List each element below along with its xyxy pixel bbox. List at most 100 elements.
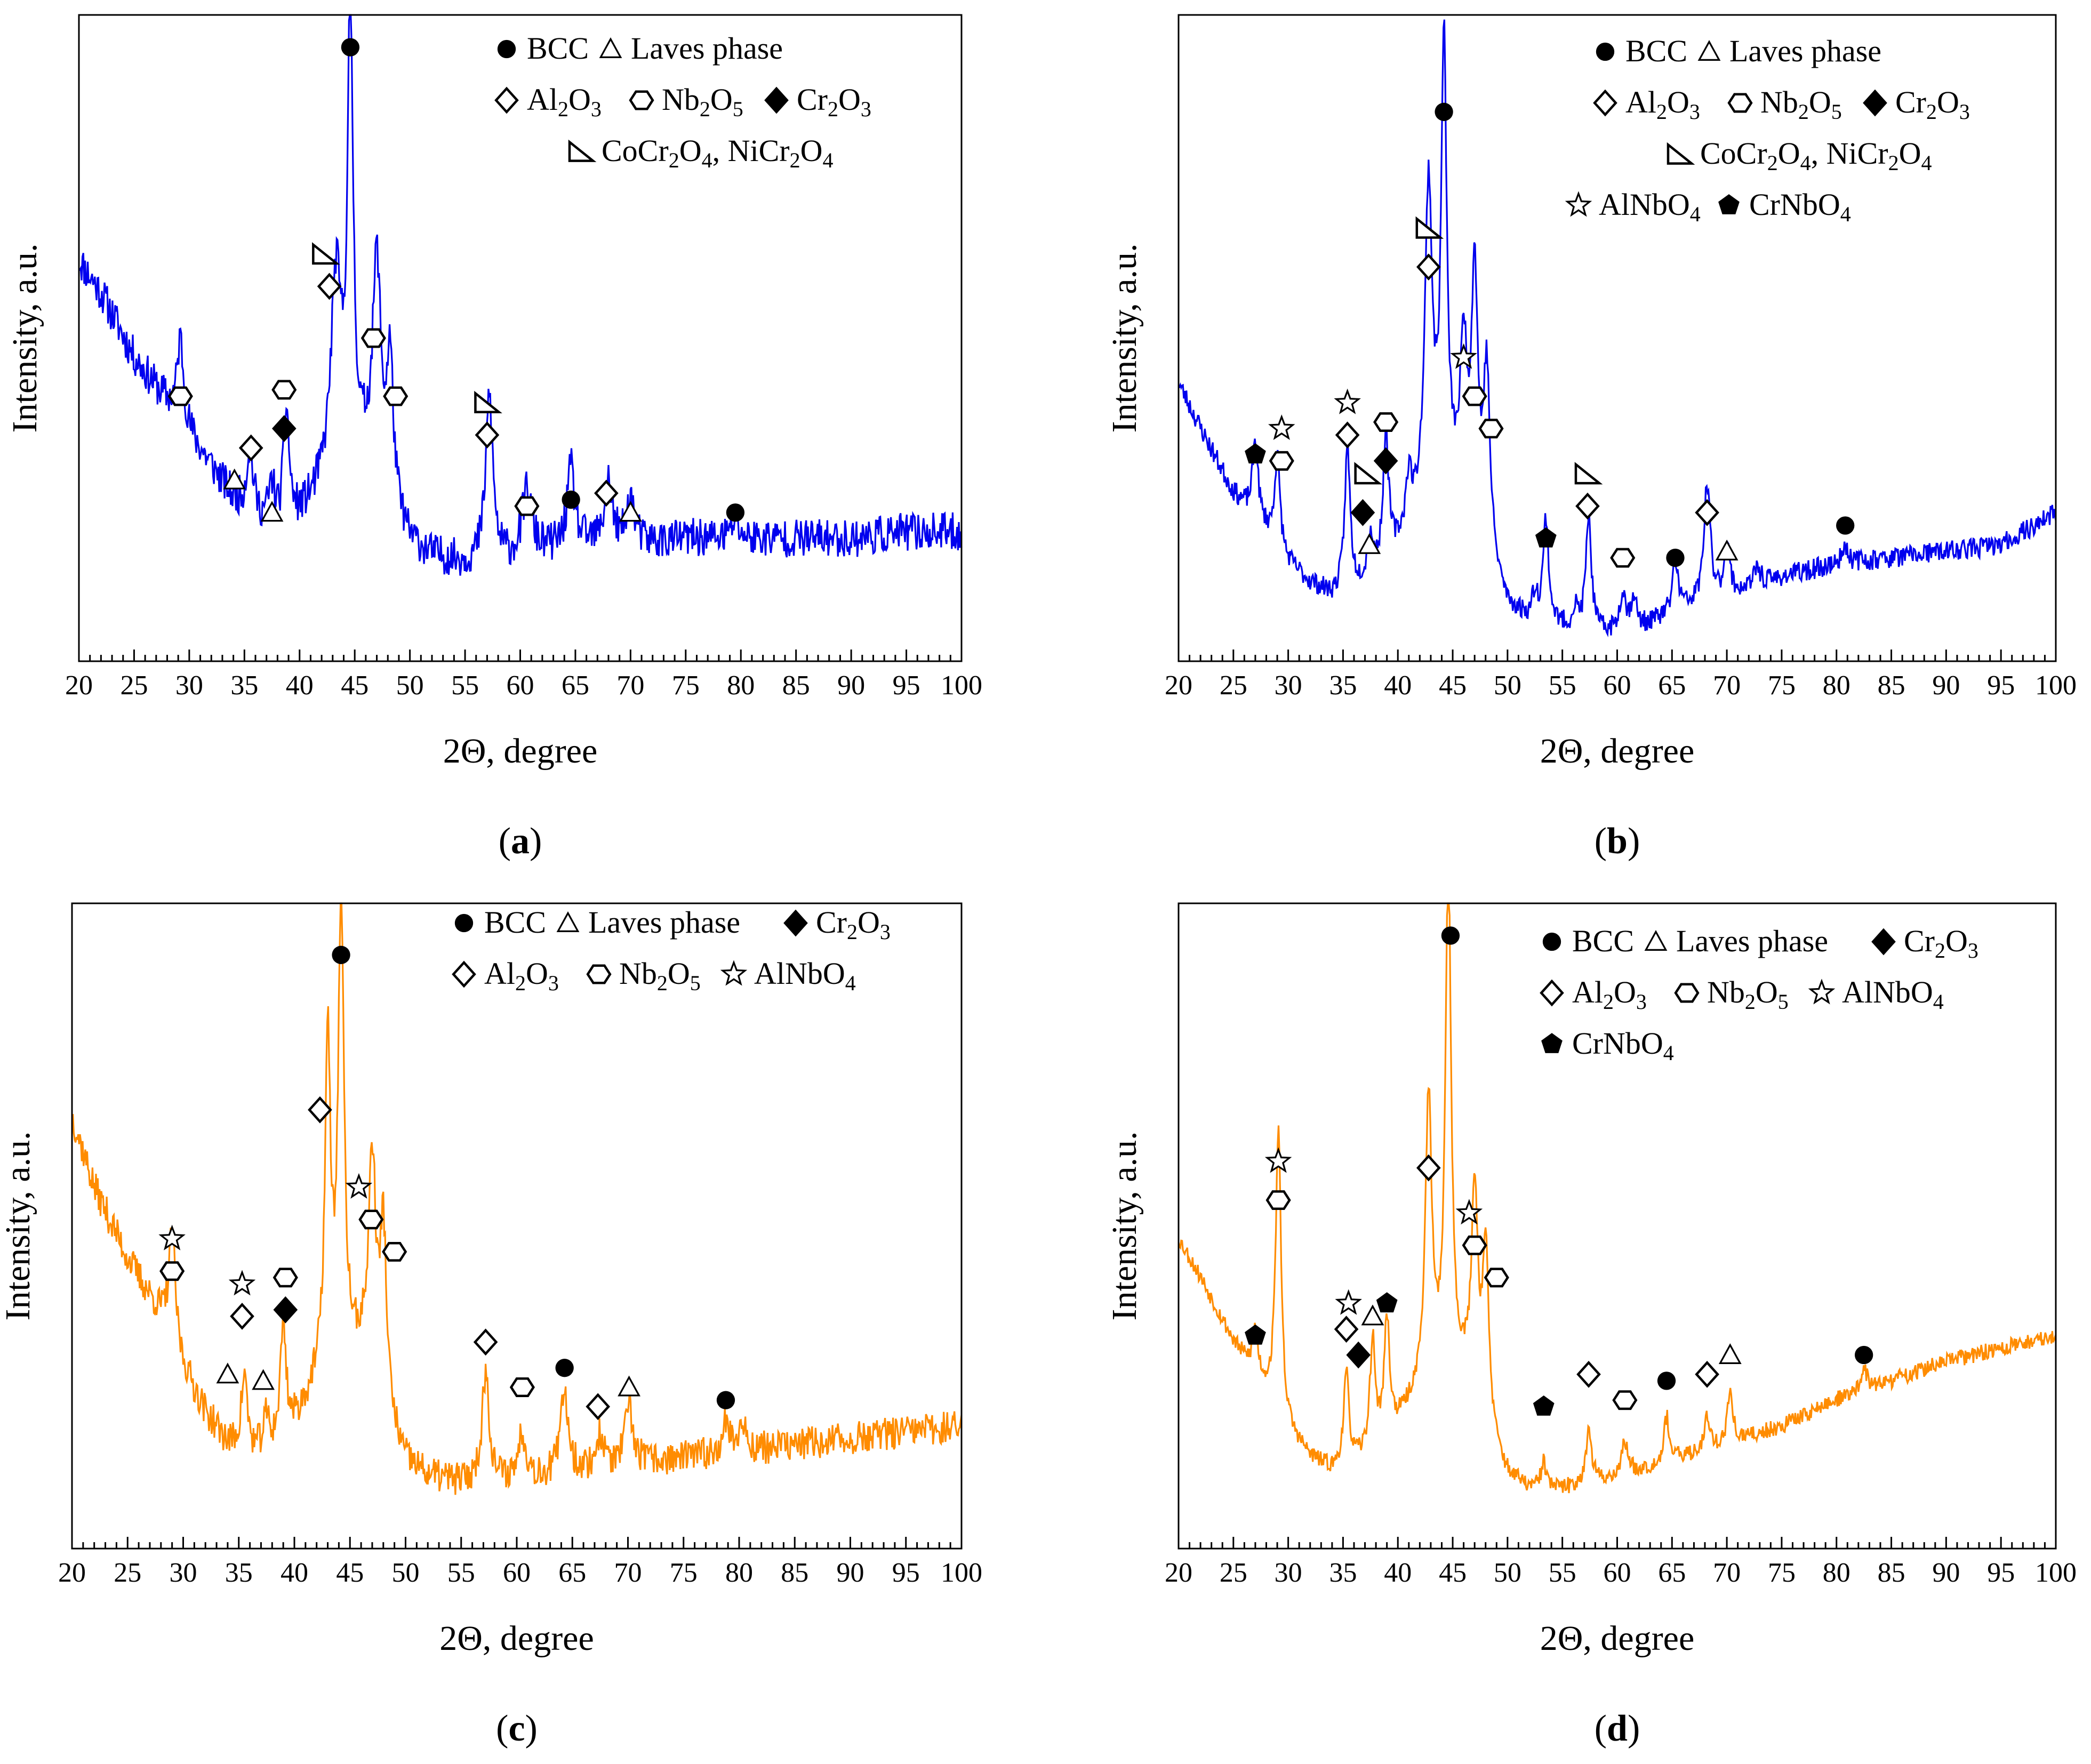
- plot-frame: [1177, 902, 2057, 1550]
- legend-item: Al2​O3​: [452, 956, 559, 995]
- hexagon-open-icon: [1727, 93, 1753, 113]
- triangle-open-marker: [1718, 1343, 1742, 1365]
- diamond-open-marker: [1416, 1154, 1441, 1182]
- star-open-marker: [158, 1224, 186, 1250]
- x-tick-label: 45: [1439, 670, 1467, 701]
- x-tick-label: 60: [1604, 1558, 1631, 1588]
- y-axis-title: Intensity, a.u.: [1105, 244, 1144, 433]
- x-tick-label: 75: [1768, 1558, 1796, 1588]
- legend-item: Al2​O3​: [494, 82, 602, 121]
- x-tick-label: 45: [1439, 1558, 1467, 1588]
- x-tick-label: 30: [170, 1558, 197, 1588]
- legend-label: Nb2​O5​: [662, 82, 743, 121]
- x-tick-label: 20: [1165, 670, 1192, 701]
- legend-label: Al2​O3​: [1572, 975, 1647, 1014]
- xrd-chart-b: 20 25 30 35 40 45 50 55 60 65 70 75 80 85 90 95 100 BCC L…: [1105, 14, 2077, 862]
- diamond-filled-marker: [1350, 499, 1375, 526]
- legend-label: Al2​O3​: [1625, 85, 1700, 124]
- legend-item: Cr2​O3​: [783, 905, 891, 944]
- diamond-open-marker: [1576, 1360, 1601, 1388]
- circle-filled-marker: [1854, 1345, 1873, 1365]
- x-tick-label: 60: [507, 670, 534, 701]
- legend-label: CrNbO4​: [1749, 187, 1851, 226]
- triangle-open-marker: [252, 1369, 275, 1390]
- x-axis-title: 2Θ, degree: [443, 732, 598, 771]
- legend-label: AlNbO4​: [1599, 187, 1701, 226]
- triangle-open-icon: [1697, 39, 1721, 61]
- legend-label: BCC: [527, 31, 589, 66]
- legend-label: Laves phase: [631, 31, 783, 66]
- x-tick-label: 90: [837, 670, 865, 701]
- peak-markers: [1245, 102, 1855, 568]
- legend-label: Nb2​O5​: [1760, 85, 1842, 124]
- legend: BCC Laves phase Cr2​O3​ Al2​O3​ Nb2​O5​ AlNbO…: [452, 905, 891, 995]
- legend-item: Cr2​O3​: [1871, 924, 1978, 963]
- circle-filled-marker: [341, 38, 360, 57]
- x-tick-marks: [1177, 650, 2057, 661]
- triangle-open-icon: [1644, 929, 1668, 951]
- diamond-filled-icon: [764, 86, 789, 114]
- pentagon-filled-marker: [1535, 527, 1557, 548]
- x-tick-label: 90: [1932, 670, 1960, 701]
- legend-item: Laves phase: [556, 905, 740, 940]
- x-tick-label: 80: [727, 670, 755, 701]
- diamond-open-marker: [230, 1303, 254, 1330]
- diamond-open-marker: [1335, 421, 1360, 449]
- diamond-filled-marker: [271, 415, 297, 443]
- triangle-open-icon: [599, 37, 622, 59]
- triangle-open-marker: [223, 468, 246, 490]
- x-tick-label: 90: [837, 1558, 864, 1588]
- legend-label: AlNbO4​: [1842, 975, 1944, 1014]
- x-tick-label: 50: [392, 1558, 420, 1588]
- x-tick-label: 70: [1713, 670, 1741, 701]
- pentagon-filled-icon: [1718, 194, 1740, 214]
- triangle-open-marker: [1361, 1304, 1384, 1326]
- hexagon-open-icon: [629, 90, 654, 110]
- star-open-icon: [1808, 979, 1836, 1005]
- star-open-marker: [345, 1173, 373, 1199]
- x-tick-marks: [71, 1537, 963, 1549]
- legend-label: Cr2​O3​: [1904, 924, 1978, 963]
- pentagon-filled-icon: [1541, 1033, 1563, 1053]
- x-tick-marks: [78, 650, 963, 661]
- hexagon-open-marker: [1373, 412, 1399, 432]
- x-tick-label: 30: [1275, 1558, 1302, 1588]
- diamond-open-marker: [586, 1393, 611, 1421]
- panel-d: 20 25 30 35 40 45 50 55 60 65 70 75 80 85 90 95 100 BCC L…: [1045, 882, 2090, 1764]
- pentagon-filled-marker: [1245, 1324, 1266, 1345]
- x-tick-label: 80: [1823, 670, 1850, 701]
- x-tick-label: 35: [1329, 670, 1357, 701]
- legend-item: Laves phase: [1697, 34, 1881, 68]
- diamond-filled-marker: [1373, 447, 1398, 475]
- hexagon-open-marker: [1462, 1235, 1487, 1255]
- diamond-open-marker: [308, 1096, 332, 1124]
- hexagon-open-marker: [1265, 1190, 1291, 1210]
- star-open-marker: [1455, 1199, 1483, 1225]
- x-tick-label: 85: [782, 670, 810, 701]
- diamond-open-icon: [494, 86, 519, 114]
- legend-label: Al2​O3​: [484, 956, 559, 995]
- legend-item: Nb2​O5​: [629, 82, 743, 121]
- circle-filled-marker: [555, 1359, 574, 1377]
- star-open-marker: [1450, 343, 1477, 369]
- legend-item: CoCr2​O4​, NiCr2​O4​: [1667, 136, 1932, 175]
- legend-label: BCC: [1572, 924, 1634, 958]
- legend-item: CrNbO4​: [1541, 1026, 1674, 1065]
- x-tick-label: 40: [286, 670, 314, 701]
- legend-item: AlNbO4​: [1565, 187, 1701, 226]
- y-axis-title: Intensity, a.u.: [0, 1132, 37, 1321]
- x-tick-label: 35: [230, 670, 258, 701]
- legend-label: Cr2​O3​: [797, 82, 871, 121]
- x-tick-label: 55: [451, 670, 479, 701]
- diamond-filled-icon: [1863, 89, 1887, 117]
- legend-item: AlNbO4​: [1808, 975, 1944, 1014]
- legend-label: BCC: [1625, 34, 1687, 68]
- hexagon-open-marker: [383, 386, 408, 406]
- xrd-chart-a: 20 25 30 35 40 45 50 55 60 65 70 75 80 85 90 95 100 BCC L…: [5, 14, 982, 862]
- diamond-open-marker: [1695, 1360, 1719, 1388]
- x-tick-label: 100: [2035, 670, 2077, 701]
- xrd-pattern-line: [78, 14, 963, 576]
- hexagon-open-marker: [509, 1377, 535, 1397]
- circle-filled-marker: [1666, 548, 1685, 567]
- plot-frame: [1177, 14, 2057, 662]
